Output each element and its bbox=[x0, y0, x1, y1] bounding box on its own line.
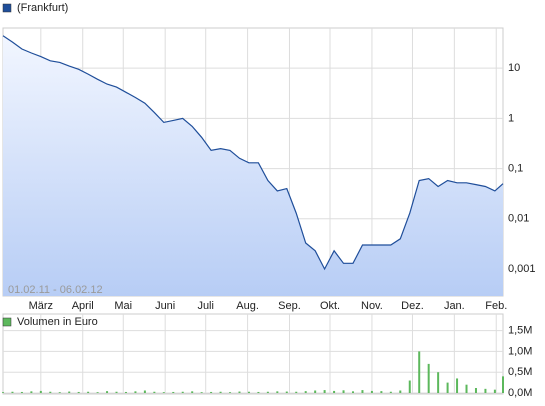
x-tick-label: Jan. bbox=[444, 300, 465, 312]
volume-bar bbox=[474, 388, 477, 393]
y-tick-label: 0,01 bbox=[508, 213, 529, 225]
volume-bar bbox=[247, 391, 250, 393]
y-tick-label: 0,5M bbox=[508, 366, 532, 378]
volume-bar bbox=[502, 376, 504, 393]
volume-bar bbox=[285, 391, 288, 393]
volume-bar bbox=[30, 391, 33, 393]
volume-bar bbox=[49, 391, 52, 393]
volume-bar bbox=[304, 391, 307, 393]
volume-bar bbox=[427, 363, 430, 393]
volume-bar bbox=[200, 392, 203, 393]
volume-bar bbox=[361, 390, 364, 393]
legend-swatch bbox=[2, 3, 12, 13]
volume-bar bbox=[115, 391, 118, 393]
y-tick-label: 1 bbox=[508, 112, 514, 124]
x-tick-label: Feb. bbox=[485, 300, 507, 312]
plot-frame bbox=[2, 313, 504, 395]
volume-bar bbox=[389, 391, 392, 393]
legend-swatch bbox=[2, 317, 12, 327]
volume-bar bbox=[380, 391, 383, 393]
volume-bar bbox=[266, 391, 269, 393]
x-tick-label: April bbox=[72, 300, 94, 312]
volume-bar bbox=[456, 378, 459, 393]
volume-bar bbox=[11, 391, 14, 393]
volume-bar bbox=[124, 391, 127, 393]
x-tick-label: Okt. bbox=[320, 300, 340, 312]
volume-bar bbox=[399, 390, 402, 393]
volume-bar bbox=[342, 390, 345, 393]
volume-bar bbox=[77, 391, 80, 393]
volume-bar bbox=[229, 392, 232, 393]
volume-bar bbox=[370, 390, 373, 393]
volume-bar bbox=[446, 382, 449, 393]
volume-bar bbox=[465, 384, 468, 393]
x-tick-label: März bbox=[29, 300, 53, 312]
x-tick-label: Dez. bbox=[401, 300, 424, 312]
volume-bar bbox=[333, 390, 336, 393]
volume-bar bbox=[484, 388, 487, 393]
price-line bbox=[2, 35, 504, 271]
y-tick-label: 0,0M bbox=[508, 387, 532, 399]
volume-bar bbox=[238, 391, 241, 393]
legend-label: Volumen in Euro bbox=[17, 316, 98, 328]
volume-bar bbox=[134, 391, 137, 393]
price-area bbox=[3, 35, 503, 297]
x-tick-label: Sep. bbox=[278, 300, 301, 312]
volume-bar bbox=[210, 391, 213, 393]
y-tick-label: 0,001 bbox=[508, 263, 536, 275]
y-tick-label: 10 bbox=[508, 62, 520, 74]
volume-bar bbox=[314, 390, 317, 393]
volume-bar bbox=[162, 392, 165, 393]
volume-bar bbox=[153, 391, 156, 393]
volume-bar bbox=[352, 391, 354, 393]
volume-bar bbox=[219, 391, 222, 393]
legend-label: (Frankfurt) bbox=[17, 2, 68, 14]
volume-bar bbox=[87, 391, 90, 393]
x-tick-label: Mai bbox=[114, 300, 132, 312]
volume-bar bbox=[493, 389, 496, 393]
period-label: 01.02.11 - 06.02.12 bbox=[8, 284, 103, 296]
x-tick-label: Aug. bbox=[236, 300, 259, 312]
volume-bar bbox=[418, 351, 421, 393]
volume-bar bbox=[2, 392, 4, 393]
volume-bar bbox=[20, 391, 23, 393]
y-tick-label: 0,1 bbox=[508, 162, 523, 174]
volume-bar bbox=[408, 380, 411, 393]
volume-bar bbox=[181, 391, 184, 393]
volume-bar bbox=[106, 391, 109, 393]
x-tick-label: Nov. bbox=[361, 300, 383, 312]
volume-bar bbox=[437, 372, 440, 393]
volume-bar bbox=[323, 390, 326, 393]
x-tick-label: Juni bbox=[155, 300, 175, 312]
volume-bar bbox=[143, 390, 146, 393]
y-tick-label: 1,5M bbox=[508, 325, 532, 337]
volume-bar bbox=[39, 390, 42, 393]
volume-bar bbox=[257, 391, 260, 393]
y-tick-label: 1,0M bbox=[508, 345, 532, 357]
volume-bar bbox=[276, 391, 279, 393]
volume-bar bbox=[58, 392, 61, 393]
volume-bar bbox=[96, 392, 99, 393]
volume-bar bbox=[172, 391, 175, 393]
x-tick-label: Juli bbox=[197, 300, 214, 312]
volume-bar bbox=[68, 391, 71, 393]
volume-bar bbox=[295, 391, 298, 393]
volume-bar bbox=[191, 391, 194, 393]
